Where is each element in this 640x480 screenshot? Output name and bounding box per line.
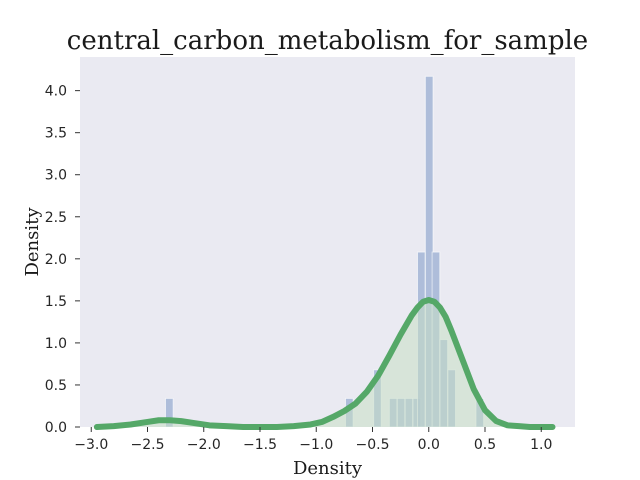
y-tick-label: 2.0	[45, 252, 67, 268]
x-tick-label: −2.0	[187, 437, 221, 453]
y-tick-label: 1.0	[45, 336, 67, 352]
x-tick-label: −3.0	[74, 437, 108, 453]
x-axis-ticks: −3.0 −2.5 −2.0 −1.5 −1.0 −0.5 0.0 0.5 1.0	[74, 427, 552, 453]
x-tick-label: −1.0	[299, 437, 333, 453]
y-axis-label: Density	[22, 207, 43, 277]
x-tick-label: −2.5	[131, 437, 165, 453]
x-tick-label: 0.5	[474, 437, 496, 453]
x-tick-label: −0.5	[356, 437, 390, 453]
y-tick-label: 4.0	[45, 84, 67, 100]
kde-curve	[93, 297, 556, 430]
plot-area	[80, 57, 575, 427]
y-tick-label: 2.5	[45, 210, 67, 226]
y-axis-ticks: 0.0 0.5 1.0 1.5 2.0 2.5 3.0 3.5 4.0	[45, 84, 80, 436]
chart-title: central_carbon_metabolism_for_sample	[67, 26, 588, 56]
kde-fill-area	[96, 300, 553, 427]
x-tick-label: 0.0	[418, 437, 440, 453]
y-tick-label: 1.5	[45, 294, 67, 310]
y-tick-label: 3.0	[45, 168, 67, 184]
y-tick-label: 0.5	[45, 378, 67, 394]
x-tick-label: −1.5	[243, 437, 277, 453]
x-axis-label: Density	[293, 458, 363, 479]
y-tick-label: 0.0	[45, 420, 67, 436]
x-tick-label: 1.0	[530, 437, 552, 453]
y-tick-label: 3.5	[45, 126, 67, 142]
